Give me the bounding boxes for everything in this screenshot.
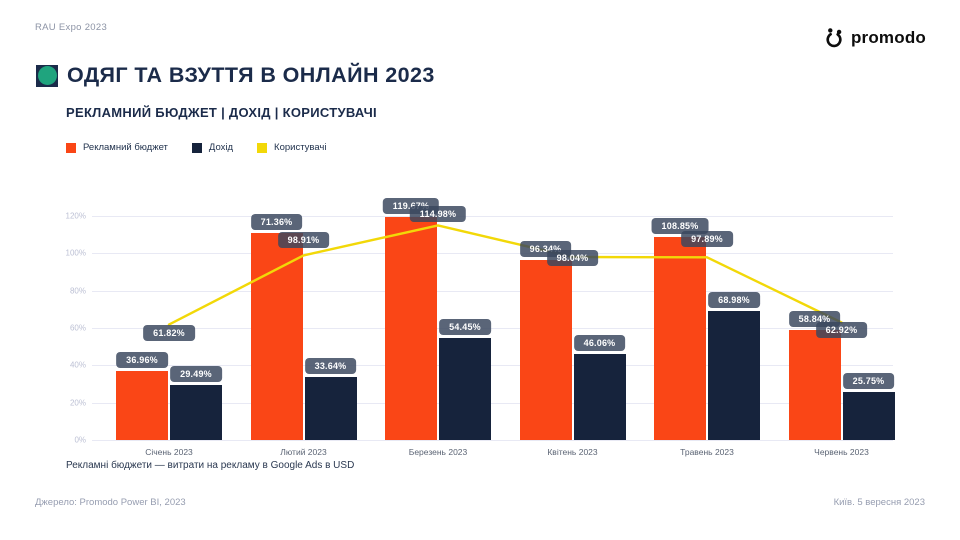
legend-label-budget: Рекламний бюджет — [83, 142, 168, 153]
chart-footnote: Рекламні бюджети — витрати на рекламу в … — [66, 460, 355, 471]
y-tick-label: 60% — [69, 323, 86, 333]
gridline — [92, 216, 893, 217]
x-axis-label: Червень 2023 — [814, 447, 869, 457]
y-tick-label: 120% — [65, 211, 86, 221]
revenue-bar — [439, 338, 491, 440]
title-bullet-icon — [36, 64, 58, 87]
promodo-logo: promodo — [823, 26, 926, 49]
budget-value-label: 71.36% — [250, 214, 303, 231]
y-tick-label: 0% — [74, 435, 86, 445]
y-tick-label: 80% — [69, 286, 86, 296]
budget-bar — [788, 330, 841, 440]
revenue-swatch-icon — [191, 142, 202, 153]
revenue-bar — [170, 384, 222, 440]
users-value-label: 98.91% — [277, 232, 330, 249]
revenue-value-label: 25.75% — [842, 372, 895, 389]
legend-label-revenue: Дохід — [208, 142, 234, 153]
budget-bar — [250, 233, 303, 440]
gridline — [92, 328, 893, 329]
budget-bar — [385, 216, 437, 440]
y-tick-label: 100% — [65, 248, 86, 258]
revenue-value-label: 46.06% — [573, 335, 626, 352]
budget-swatch-icon — [66, 142, 76, 153]
budget-bar — [654, 236, 706, 440]
legend-item-revenue: Дохід — [191, 142, 234, 153]
revenue-value-label: 29.49% — [170, 365, 222, 382]
source-label: Джерело: Promodo Power BI, 2023 — [35, 497, 186, 508]
revenue-value-label: 33.64% — [304, 358, 357, 375]
gridline — [92, 365, 893, 367]
revenue-bar — [573, 354, 626, 440]
gridline — [92, 440, 893, 441]
page-subtitle: РЕКЛАМНИЙ БЮДЖЕТ | ДОХІД | КОРИСТУВАЧІ — [66, 105, 377, 120]
legend-item-users: Користувачі — [257, 142, 326, 153]
place-date-label: Київ. 5 вересня 2023 — [833, 497, 925, 508]
x-axis-label: Березень 2023 — [408, 447, 468, 457]
revenue-bar — [304, 377, 357, 440]
gridline — [92, 290, 893, 292]
revenue-value-label: 54.45% — [439, 319, 491, 336]
budget-bar — [116, 371, 168, 440]
users-value-label: 61.82% — [143, 324, 195, 341]
revenue-value-label: 68.98% — [708, 292, 760, 309]
users-swatch-icon — [257, 142, 268, 153]
y-tick-label: 20% — [69, 398, 86, 408]
x-axis-label: Травень 2023 — [680, 447, 734, 457]
legend-label-users: Користувачі — [274, 142, 327, 153]
y-tick-label: 40% — [69, 360, 86, 370]
promodo-logo-icon — [823, 26, 846, 49]
x-axis-label: Лютий 2023 — [280, 447, 327, 457]
event-label: RAU Expo 2023 — [35, 22, 108, 33]
budget-value-label: 36.96% — [116, 352, 168, 368]
budget-bar — [519, 260, 572, 440]
chart-legend: Рекламний бюджет Дохід Користувачі — [66, 142, 326, 153]
x-axis-label: Січень 2023 — [145, 447, 193, 457]
users-value-label: 98.04% — [546, 249, 599, 266]
x-axis-label: Квітень 2023 — [547, 447, 598, 457]
revenue-bar — [708, 311, 760, 440]
legend-item-budget: Рекламний бюджет — [66, 142, 168, 153]
users-value-label: 97.89% — [681, 231, 733, 248]
revenue-bar — [842, 391, 895, 440]
gridline — [92, 402, 893, 404]
users-value-label: 114.98% — [409, 206, 467, 223]
promodo-logo-text: promodo — [850, 27, 926, 47]
gridline — [92, 253, 893, 255]
users-value-label: 62.92% — [815, 321, 868, 338]
page-title: ОДЯГ ТА ВЗУТТЯ В ОНЛАЙН 2023 — [67, 63, 435, 87]
